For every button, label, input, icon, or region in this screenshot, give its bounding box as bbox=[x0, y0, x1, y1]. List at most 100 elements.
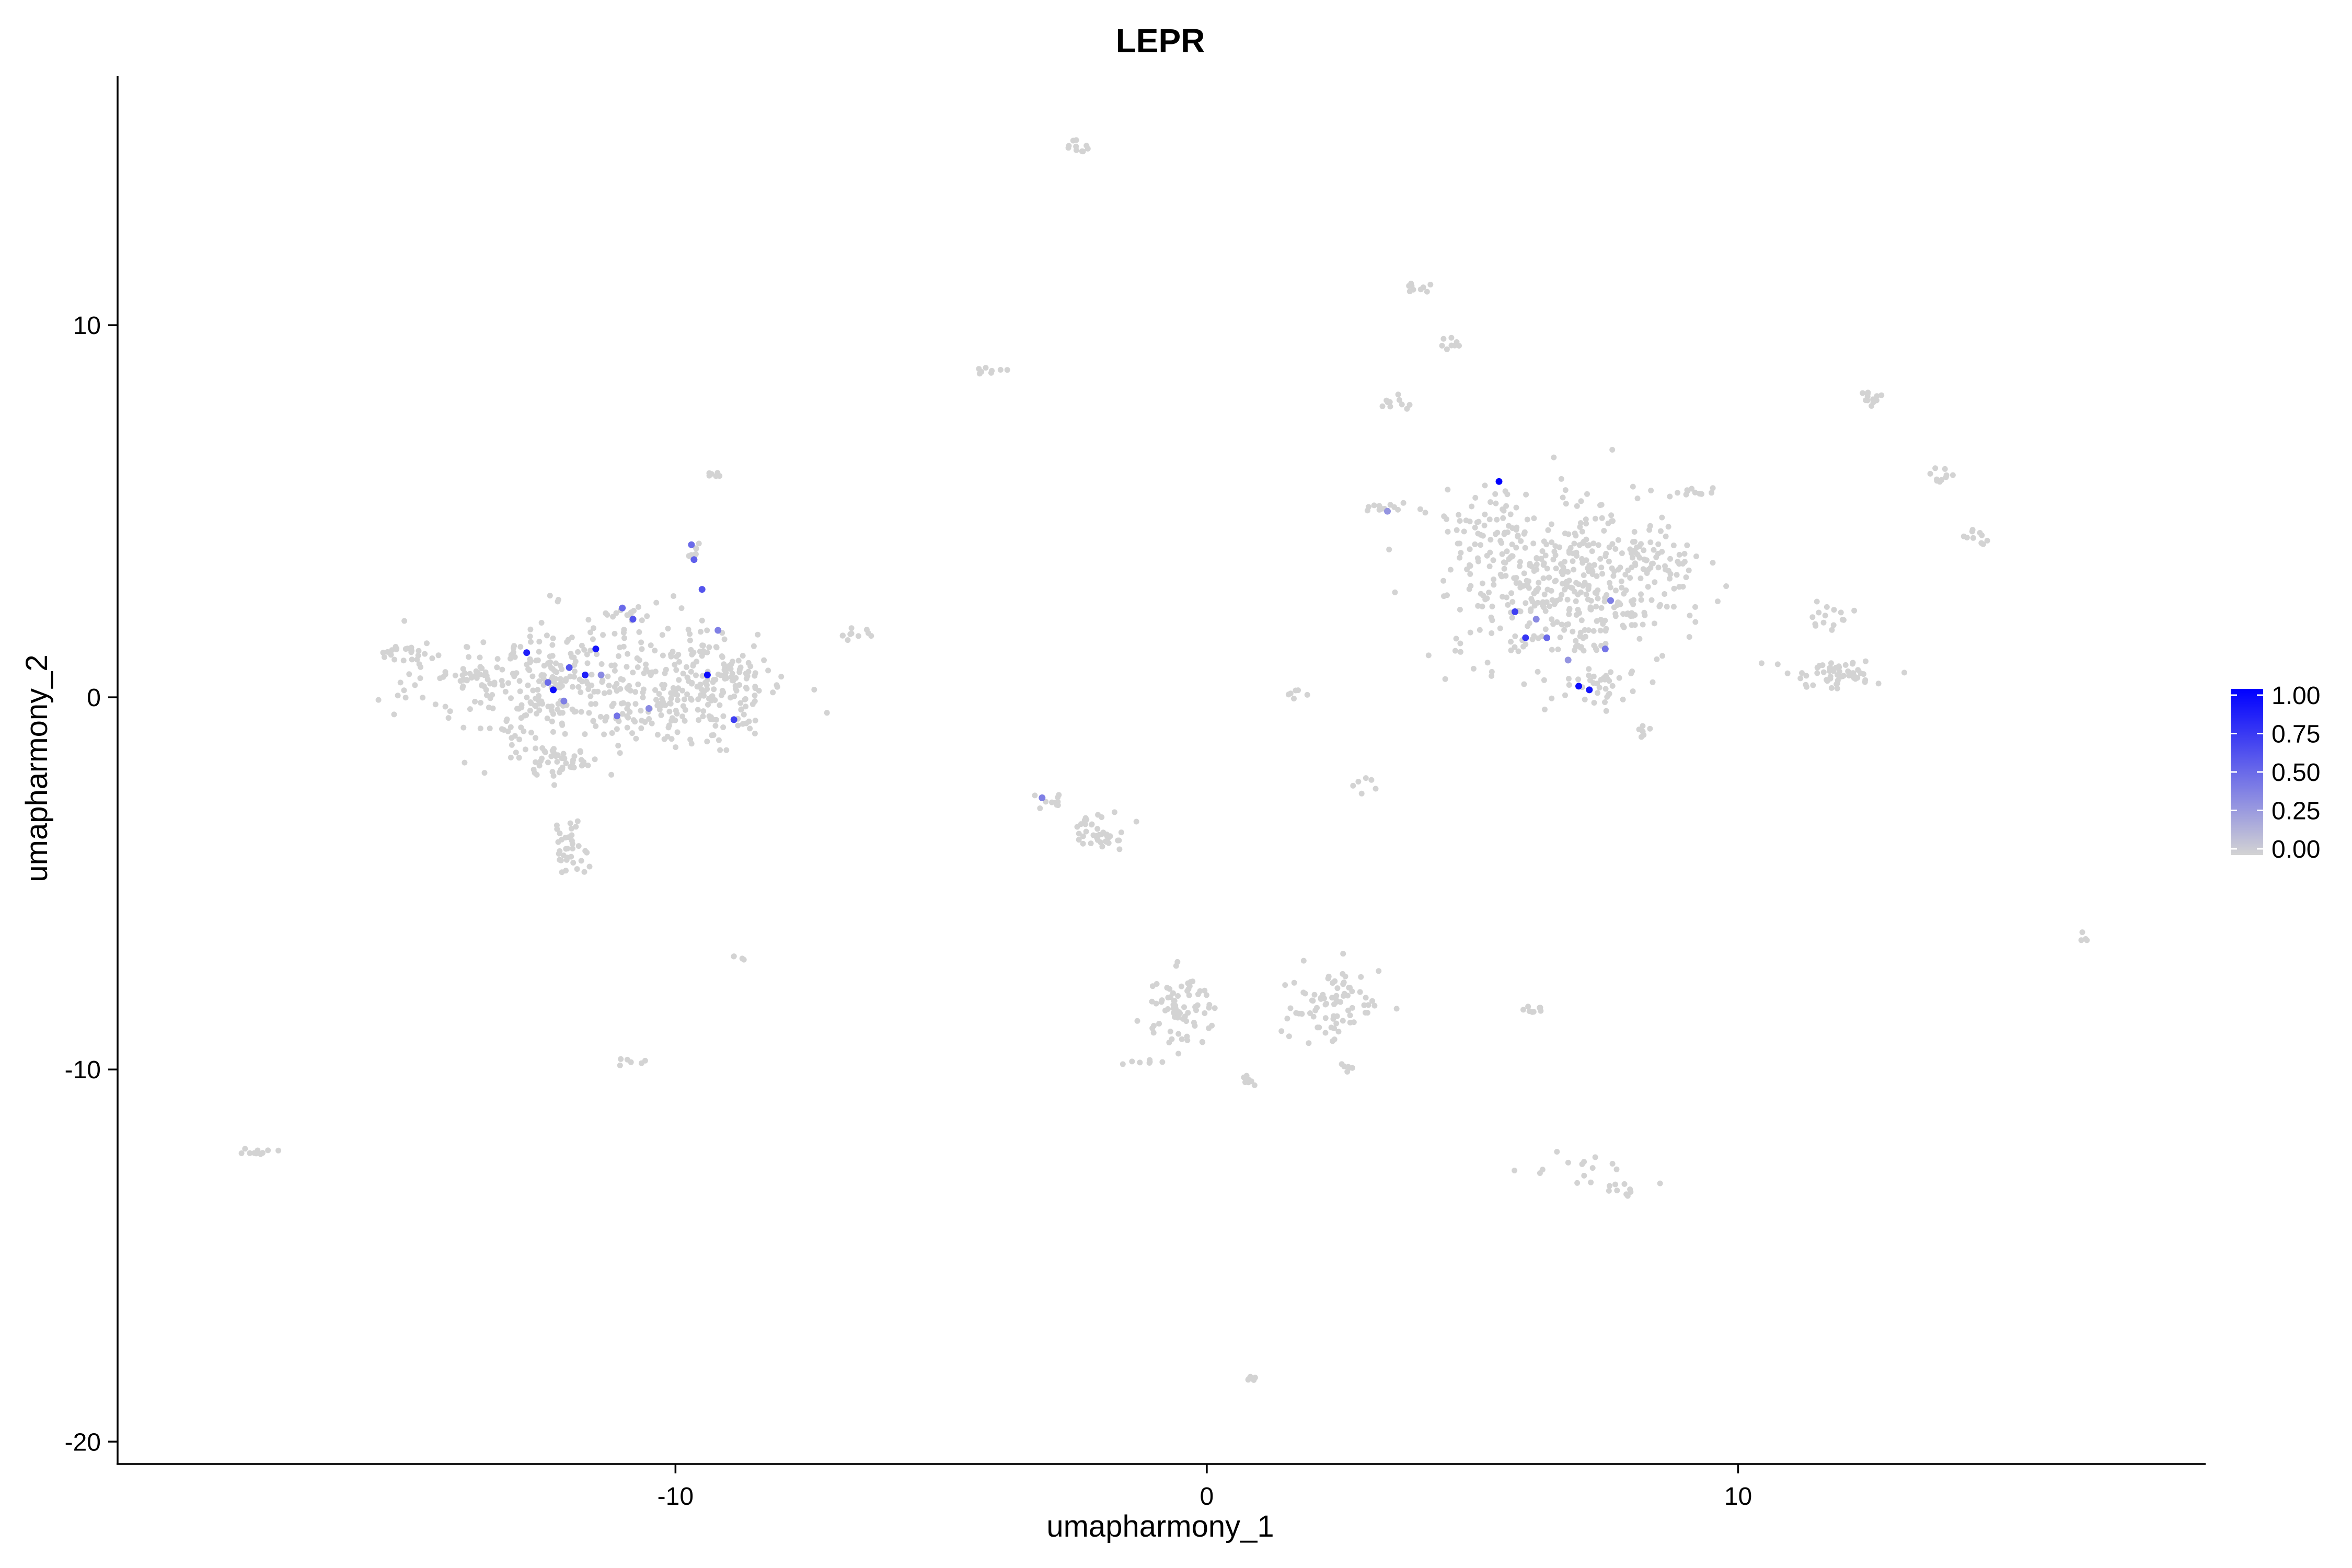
cell-point bbox=[1608, 512, 1615, 518]
cell-point bbox=[477, 654, 483, 661]
cell-point bbox=[1659, 514, 1665, 521]
cell-point bbox=[630, 670, 636, 676]
cell-point bbox=[1392, 589, 1398, 595]
cell-point bbox=[533, 745, 539, 752]
cell-point bbox=[559, 722, 566, 728]
cell-point bbox=[1615, 599, 1621, 605]
cell-point bbox=[1649, 561, 1655, 567]
cell-point bbox=[741, 711, 747, 718]
cell-point bbox=[728, 666, 734, 672]
cell-point bbox=[406, 671, 412, 677]
cell-point bbox=[592, 756, 598, 763]
cell-point bbox=[1566, 682, 1572, 688]
cell-point bbox=[1080, 840, 1086, 847]
cell-point bbox=[720, 724, 727, 730]
cell-point bbox=[1636, 636, 1643, 642]
cell-point bbox=[1410, 286, 1416, 293]
cell-point bbox=[1621, 624, 1627, 630]
cell-point bbox=[1595, 595, 1601, 602]
cell-point bbox=[1583, 591, 1589, 597]
cell-point bbox=[1486, 590, 1492, 596]
cell-point bbox=[1610, 573, 1617, 579]
cell-point bbox=[1329, 995, 1335, 1001]
cell-point bbox=[400, 658, 407, 664]
expressed-cell-point bbox=[1586, 686, 1593, 694]
cell-point bbox=[617, 1062, 623, 1068]
cell-point bbox=[550, 666, 556, 672]
cell-point bbox=[709, 732, 715, 739]
cell-point bbox=[620, 700, 627, 706]
cell-point bbox=[1349, 988, 1355, 995]
cell-point bbox=[1076, 831, 1082, 837]
expressed-cell-point bbox=[645, 705, 652, 712]
cell-point bbox=[391, 711, 397, 718]
cell-point bbox=[1395, 391, 1401, 398]
cell-point bbox=[717, 473, 723, 479]
cell-point bbox=[1491, 582, 1497, 588]
cell-point bbox=[1581, 538, 1587, 545]
cell-point bbox=[619, 711, 626, 717]
cell-point bbox=[1575, 591, 1581, 597]
cell-point bbox=[513, 670, 520, 676]
expressed-cell-point bbox=[614, 712, 620, 720]
cell-point bbox=[615, 743, 621, 749]
cell-point bbox=[1632, 562, 1639, 568]
cell-point bbox=[555, 701, 561, 707]
cell-point bbox=[1534, 556, 1540, 562]
cell-point bbox=[1816, 609, 1822, 616]
cell-point bbox=[695, 707, 701, 713]
cell-point bbox=[1589, 1165, 1596, 1171]
cell-point bbox=[1457, 555, 1463, 561]
cell-point bbox=[1961, 533, 1967, 539]
cell-point bbox=[673, 667, 679, 673]
cell-point bbox=[1501, 566, 1507, 572]
cell-point bbox=[605, 673, 611, 679]
cell-point bbox=[547, 653, 553, 660]
cell-point bbox=[673, 744, 679, 751]
cell-point bbox=[1341, 990, 1347, 997]
cell-point bbox=[1467, 546, 1473, 552]
cell-point bbox=[499, 682, 505, 688]
cell-point bbox=[538, 758, 544, 764]
cell-point bbox=[1657, 528, 1664, 534]
cell-point bbox=[1153, 1000, 1159, 1007]
cell-point bbox=[632, 701, 639, 707]
cell-point bbox=[567, 673, 573, 679]
cell-point bbox=[1675, 559, 1681, 564]
cell-point bbox=[512, 733, 518, 739]
cell-point bbox=[1542, 552, 1549, 559]
cell-point bbox=[638, 708, 644, 714]
cell-point bbox=[682, 696, 687, 702]
expressed-cell-point bbox=[698, 586, 706, 593]
cell-point bbox=[1585, 565, 1591, 571]
cell-point bbox=[1619, 550, 1625, 556]
cell-point bbox=[1118, 829, 1124, 836]
cell-point bbox=[1541, 604, 1547, 610]
cell-point bbox=[563, 760, 569, 766]
cell-point bbox=[275, 1147, 282, 1154]
cell-point bbox=[1663, 533, 1669, 539]
cell-point bbox=[1489, 673, 1495, 679]
cell-point bbox=[715, 671, 721, 677]
cell-point bbox=[689, 651, 695, 658]
cell-point bbox=[997, 367, 1004, 373]
cell-point bbox=[606, 683, 612, 689]
cell-point bbox=[618, 1056, 624, 1062]
cell-point bbox=[1364, 1010, 1370, 1016]
cell-point bbox=[1116, 846, 1123, 852]
cell-point bbox=[1565, 1159, 1571, 1166]
cell-point bbox=[1479, 580, 1485, 586]
cell-point bbox=[467, 706, 473, 712]
cell-point bbox=[1164, 985, 1170, 991]
cell-point bbox=[1492, 491, 1498, 497]
cell-point bbox=[2078, 937, 2084, 943]
cell-point bbox=[1181, 1004, 1187, 1010]
cell-point bbox=[712, 723, 719, 729]
cell-point bbox=[1159, 997, 1165, 1004]
cell-point bbox=[696, 717, 702, 723]
cell-point bbox=[688, 552, 695, 558]
cell-point bbox=[604, 714, 609, 720]
cell-point bbox=[1037, 805, 1043, 811]
cell-point bbox=[1467, 629, 1473, 636]
